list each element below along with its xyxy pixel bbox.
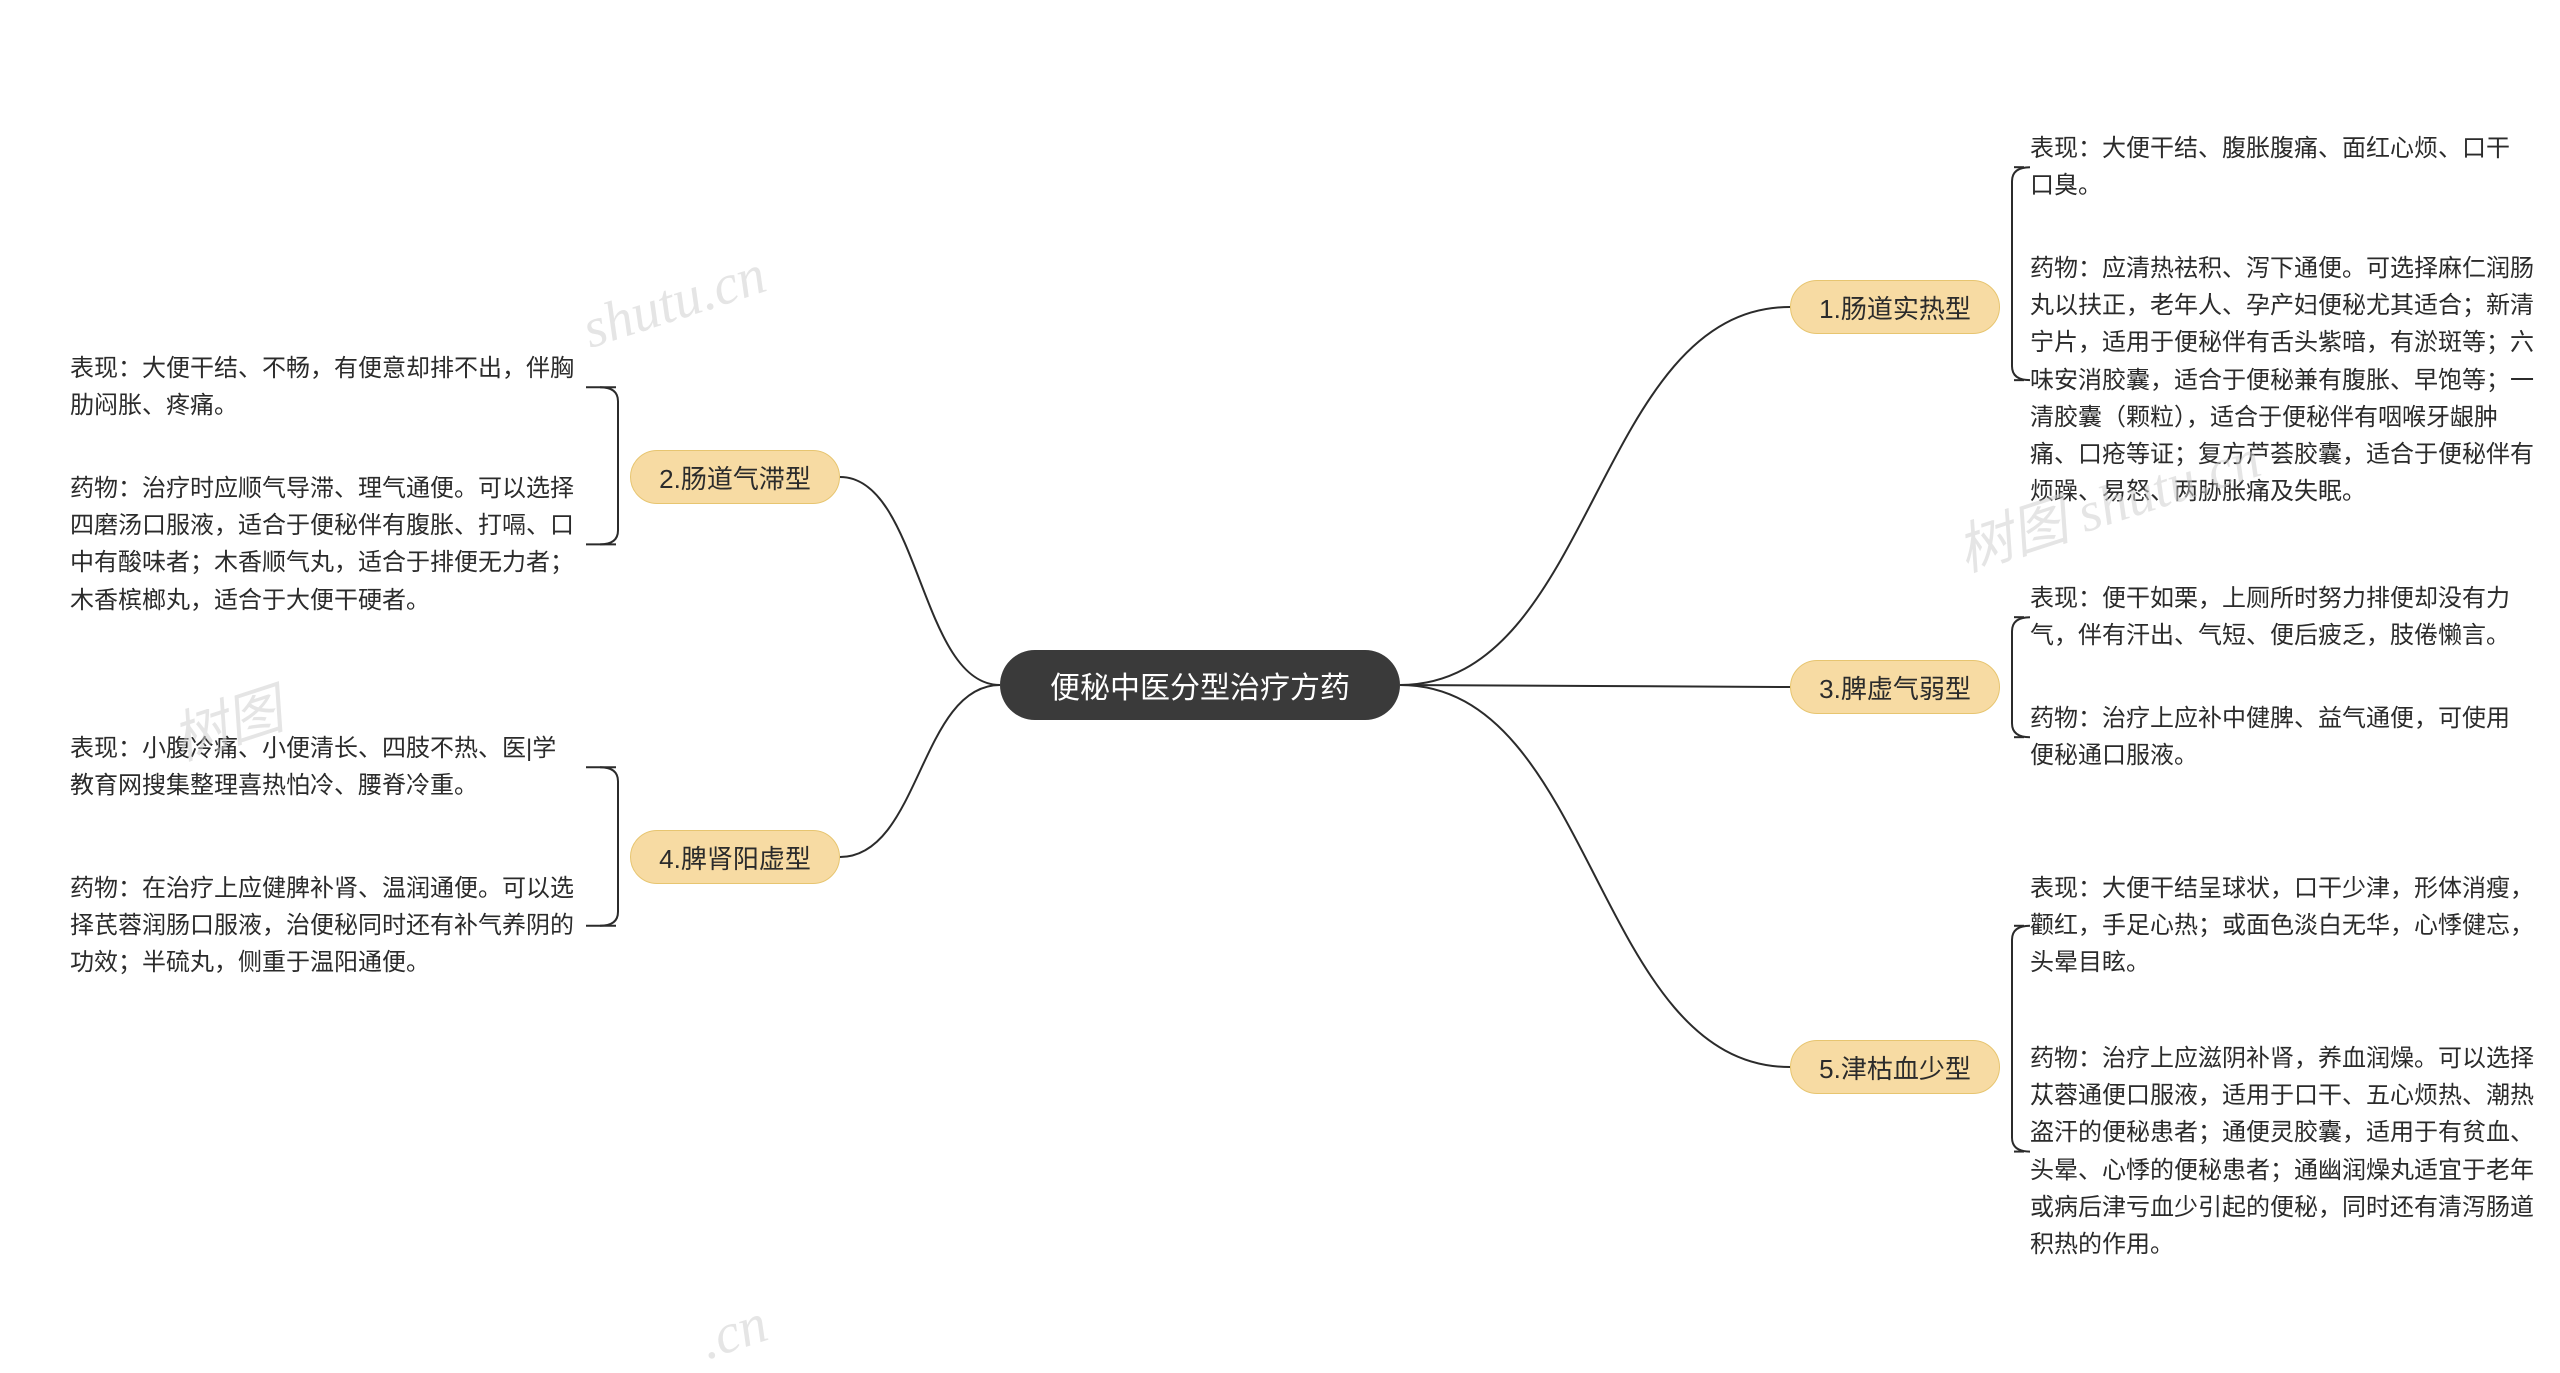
root-node-label: 便秘中医分型治疗方药 bbox=[1050, 663, 1350, 707]
branch-b5: 5.津枯血少型 bbox=[1790, 1040, 2000, 1094]
leaf-b2-1: 药物：治疗时应顺气导滞、理气通便。可以选择四磨汤口服液，适合于便秘伴有腹胀、打嗝… bbox=[70, 470, 580, 619]
leaf-b3-1: 药物：治疗上应补中健脾、益气通便，可使用便秘通口服液。 bbox=[2030, 700, 2530, 774]
leaf-b4-1: 药物：在治疗上应健脾补肾、温润通便。可以选择芪蓉润肠口服液，治便秘同时还有补气养… bbox=[70, 870, 580, 982]
leaf-b2-0: 表现：大便干结、不畅，有便意却排不出，伴胸肋闷胀、疼痛。 bbox=[70, 350, 580, 424]
branch-b3: 3.脾虚气弱型 bbox=[1790, 660, 2000, 714]
leaf-b4-0: 表现：小腹冷痛、小便清长、四肢不热、医|学教育网搜集整理喜热怕冷、腰脊冷重。 bbox=[70, 730, 580, 804]
branch-b4: 4.脾肾阳虚型 bbox=[630, 830, 840, 884]
leaf-b1-1: 药物：应清热祛积、泻下通便。可选择麻仁润肠丸以扶正，老年人、孕产妇便秘尤其适合；… bbox=[2030, 250, 2540, 510]
branch-b1-label: 1.肠道实热型 bbox=[1819, 289, 1971, 326]
leaf-b1-0: 表现：大便干结、腹胀腹痛、面红心烦、口干口臭。 bbox=[2030, 130, 2530, 204]
leaf-b5-0: 表现：大便干结呈球状，口干少津，形体消瘦，颧红，手足心热；或面色淡白无华，心悸健… bbox=[2030, 870, 2540, 982]
branch-b2-label: 2.肠道气滞型 bbox=[659, 459, 811, 496]
branch-b3-label: 3.脾虚气弱型 bbox=[1819, 669, 1971, 706]
branch-b2: 2.肠道气滞型 bbox=[630, 450, 840, 504]
branch-b5-label: 5.津枯血少型 bbox=[1819, 1049, 1971, 1086]
root-node: 便秘中医分型治疗方药 bbox=[1000, 650, 1400, 720]
leaf-b3-0: 表现：便干如栗，上厕所时努力排便却没有力气，伴有汗出、气短、便后疲乏，肢倦懒言。 bbox=[2030, 580, 2530, 654]
branch-b4-label: 4.脾肾阳虚型 bbox=[659, 839, 811, 876]
branch-b1: 1.肠道实热型 bbox=[1790, 280, 2000, 334]
leaf-b5-1: 药物：治疗上应滋阴补肾，养血润燥。可以选择苁蓉通便口服液，适用于口干、五心烦热、… bbox=[2030, 1040, 2540, 1263]
